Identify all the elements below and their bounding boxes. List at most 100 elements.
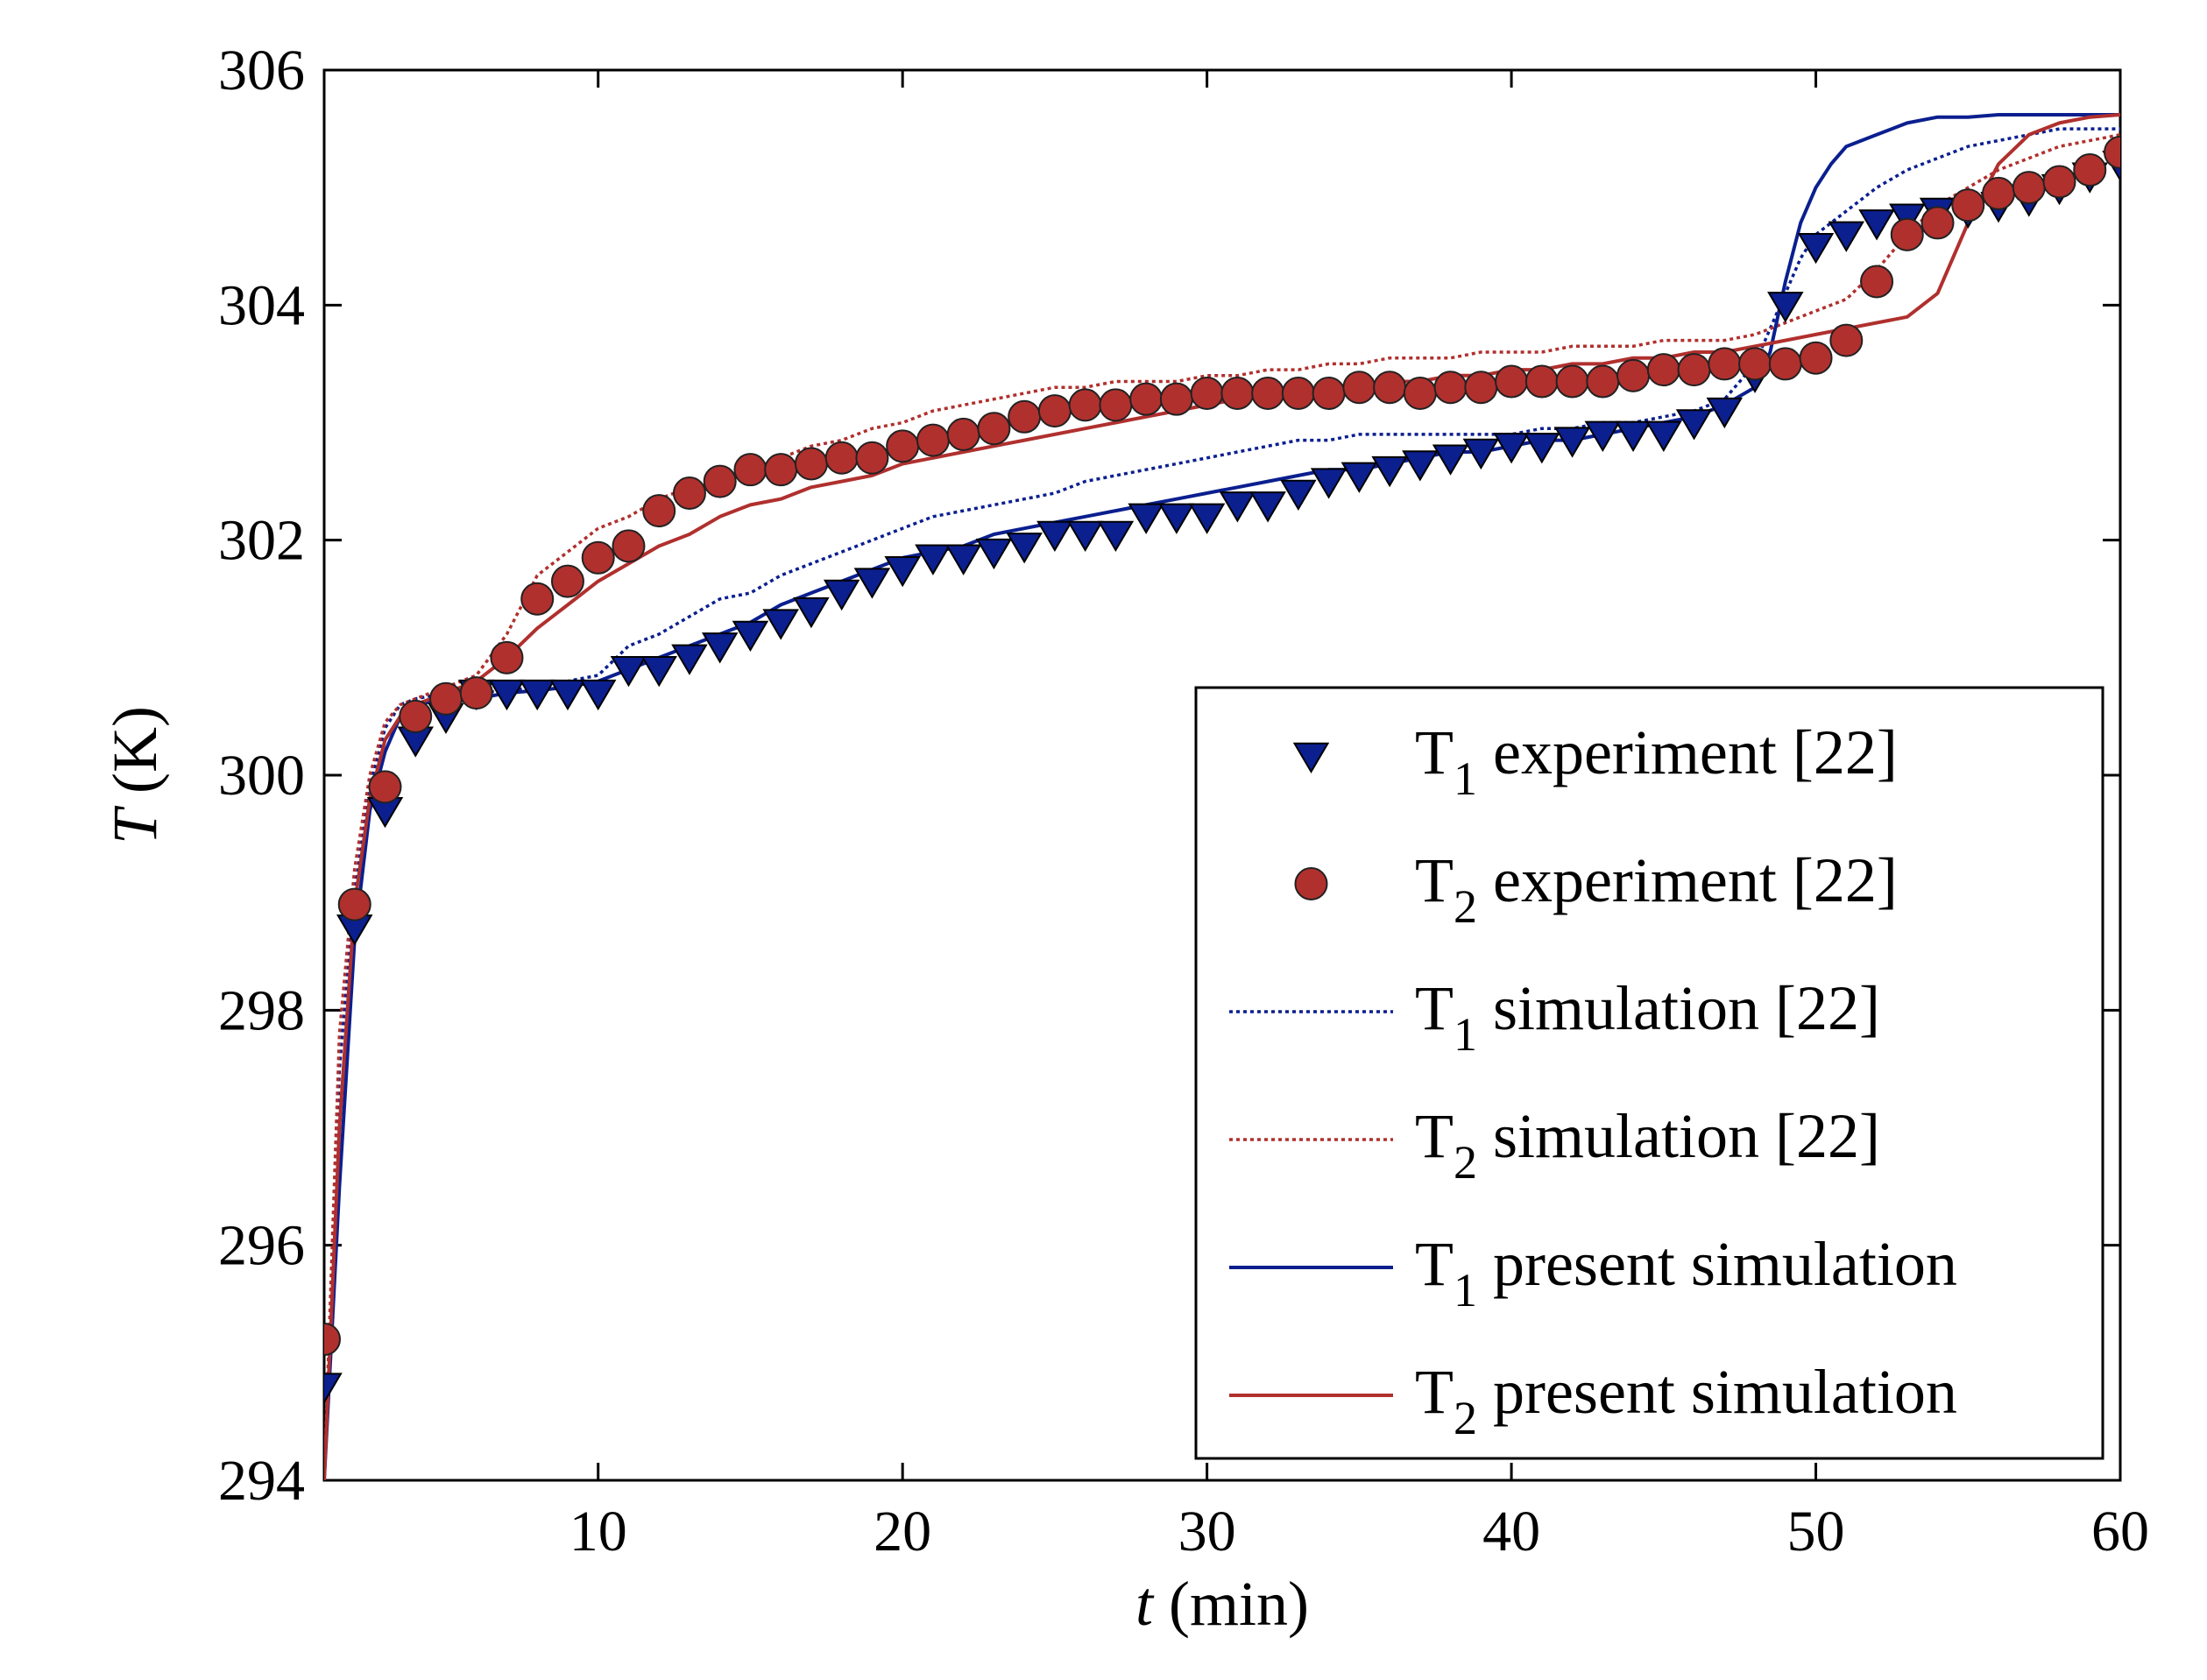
x-tick-label-0: 10 bbox=[569, 1500, 627, 1564]
series-1-point-14 bbox=[733, 453, 767, 487]
series-0-point-29 bbox=[1188, 503, 1226, 534]
series-0-point-24 bbox=[1036, 520, 1073, 552]
series-1-point-51 bbox=[1860, 265, 1894, 299]
y-tick-label-2: 298 bbox=[218, 978, 305, 1042]
series-1-point-19 bbox=[886, 429, 920, 463]
legend-label-4: T1 present simulation bbox=[1415, 1229, 1957, 1316]
y-axis-unit: (K) bbox=[100, 706, 170, 809]
series-0-point-10 bbox=[610, 656, 647, 688]
series-1-point-47 bbox=[1738, 347, 1772, 381]
legend-entry-3: T2 simulation [22] bbox=[1229, 1101, 1880, 1189]
series-1-point-2 bbox=[368, 770, 402, 804]
y-tick-label-6: 306 bbox=[218, 39, 305, 102]
series-1-point-11 bbox=[642, 494, 676, 528]
series-1-point-40 bbox=[1524, 364, 1559, 399]
series-0-point-11 bbox=[640, 656, 677, 688]
series-1-point-45 bbox=[1677, 353, 1711, 387]
series-0-point-12 bbox=[671, 644, 708, 675]
series-1-point-42 bbox=[1586, 364, 1620, 399]
series-1-point-16 bbox=[794, 447, 828, 481]
series-1-point-46 bbox=[1708, 347, 1742, 381]
legend-label-main: T bbox=[1415, 973, 1454, 1043]
series-1-point-41 bbox=[1555, 364, 1589, 399]
legend-label-main: T bbox=[1415, 1229, 1454, 1299]
series-0-point-41 bbox=[1553, 427, 1591, 458]
series-1-point-24 bbox=[1037, 394, 1072, 428]
series-1-point-32 bbox=[1281, 376, 1315, 410]
series-1-point-58 bbox=[2073, 153, 2107, 187]
series-1-point-55 bbox=[1982, 176, 2016, 210]
series-2 bbox=[324, 127, 2120, 1480]
series-3 bbox=[324, 133, 2120, 1480]
legend-label-rest: simulation [22] bbox=[1477, 1101, 1880, 1171]
x-tick-label-4: 50 bbox=[1787, 1500, 1845, 1564]
legend-label-sub: 1 bbox=[1454, 752, 1477, 805]
series-0-point-49 bbox=[1797, 233, 1835, 265]
series-0-point-45 bbox=[1675, 409, 1713, 441]
series-0 bbox=[324, 151, 2120, 1404]
series-1-point-23 bbox=[1008, 399, 1042, 434]
series-0-point-39 bbox=[1493, 433, 1530, 464]
series-1-point-48 bbox=[1768, 347, 1802, 381]
x-axis-var: t bbox=[1135, 1569, 1155, 1639]
series-1-point-53 bbox=[1921, 206, 1955, 240]
series-1-point-33 bbox=[1312, 376, 1346, 410]
series-line-3 bbox=[324, 133, 2120, 1480]
series-1-point-7 bbox=[520, 582, 555, 616]
series-0-point-32 bbox=[1280, 479, 1317, 512]
series-0-point-33 bbox=[1310, 468, 1348, 499]
series-0-point-15 bbox=[762, 609, 799, 640]
series-0-point-36 bbox=[1402, 450, 1439, 482]
series-1-point-22 bbox=[977, 412, 1011, 446]
series-1-point-50 bbox=[1829, 323, 1864, 357]
series-line-2 bbox=[324, 127, 2120, 1480]
legend-swatch-1 bbox=[1294, 867, 1328, 900]
series-0-point-14 bbox=[732, 620, 769, 653]
series-1-point-34 bbox=[1342, 371, 1376, 405]
series-0-point-51 bbox=[1858, 209, 1895, 241]
series-layer bbox=[324, 113, 2120, 1480]
series-1-point-30 bbox=[1220, 376, 1255, 410]
legend-label-1: T2 experiment [22] bbox=[1415, 845, 1898, 933]
series-1 bbox=[324, 135, 2120, 1356]
legend-label-0: T1 experiment [22] bbox=[1415, 717, 1898, 805]
series-1-point-39 bbox=[1495, 364, 1529, 399]
series-1-point-52 bbox=[1890, 217, 1924, 251]
series-0-point-37 bbox=[1432, 444, 1469, 476]
y-tick-label-4: 302 bbox=[218, 509, 305, 573]
series-0-point-28 bbox=[1158, 503, 1195, 534]
series-1-point-25 bbox=[1068, 388, 1102, 422]
series-1-point-31 bbox=[1251, 376, 1285, 410]
series-1-point-21 bbox=[946, 417, 980, 451]
series-0-point-25 bbox=[1066, 520, 1104, 552]
y-tick-label-0: 294 bbox=[218, 1449, 305, 1513]
legend-label-3: T2 simulation [22] bbox=[1415, 1101, 1880, 1189]
legend-label-main: T bbox=[1415, 845, 1454, 915]
series-0-point-38 bbox=[1462, 438, 1500, 470]
series-0-point-18 bbox=[853, 568, 891, 599]
series-1-point-37 bbox=[1433, 371, 1468, 405]
series-1-point-36 bbox=[1403, 376, 1437, 410]
series-0-point-16 bbox=[793, 596, 830, 629]
series-1-point-5 bbox=[459, 676, 493, 710]
series-1-point-26 bbox=[1099, 388, 1133, 422]
series-1-point-3 bbox=[399, 699, 433, 733]
series-1-point-10 bbox=[612, 529, 646, 563]
series-1-point-54 bbox=[1951, 188, 1985, 222]
series-0-point-30 bbox=[1219, 491, 1256, 523]
series-0-point-46 bbox=[1706, 397, 1744, 429]
series-1-point-28 bbox=[1159, 382, 1193, 416]
legend-swatch-0 bbox=[1292, 742, 1330, 774]
x-tick-label-3: 40 bbox=[1482, 1500, 1540, 1564]
series-0-point-6 bbox=[488, 679, 526, 711]
legend-label-rest: present simulation bbox=[1477, 1229, 1957, 1299]
y-tick-label-3: 300 bbox=[218, 744, 305, 808]
y-tick-label-1: 296 bbox=[218, 1214, 305, 1278]
legend-label-5: T2 present simulation bbox=[1415, 1357, 1957, 1444]
series-0-point-0 bbox=[324, 1373, 343, 1404]
legend-entry-0: T1 experiment [22] bbox=[1292, 717, 1898, 805]
legend-label-rest: experiment [22] bbox=[1477, 845, 1898, 915]
legend-label-main: T bbox=[1415, 1101, 1454, 1171]
series-1-point-8 bbox=[550, 564, 584, 598]
series-0-point-35 bbox=[1371, 455, 1408, 488]
